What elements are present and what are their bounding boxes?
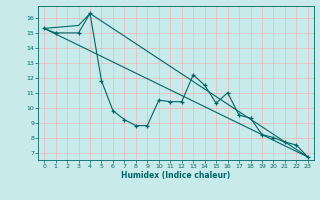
X-axis label: Humidex (Indice chaleur): Humidex (Indice chaleur) <box>121 171 231 180</box>
